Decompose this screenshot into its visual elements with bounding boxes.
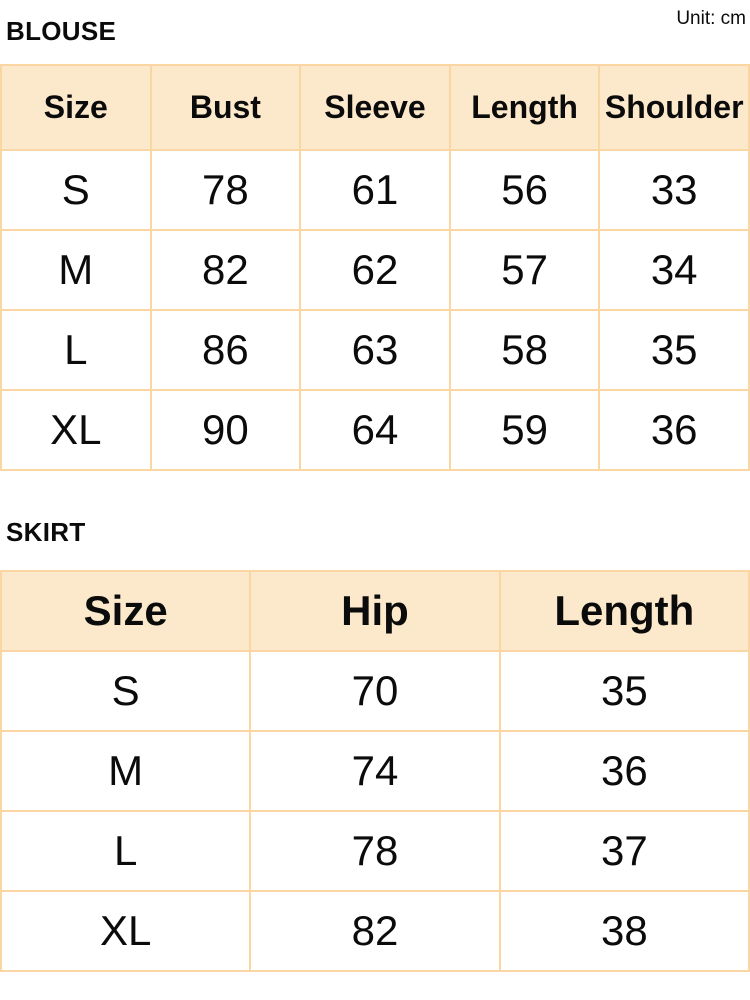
blouse-col-size: Size <box>0 64 152 151</box>
blouse-table-title: BLOUSE <box>6 16 117 46</box>
table-row: M 82 62 57 34 <box>0 229 750 311</box>
skirt-col-hip: Hip <box>249 570 501 652</box>
value-cell: 36 <box>498 730 750 812</box>
value-cell: 82 <box>249 890 501 972</box>
size-cell: XL <box>0 389 152 471</box>
value-cell: 61 <box>299 149 451 231</box>
value-cell: 57 <box>448 229 601 311</box>
table-row: XL 82 38 <box>0 890 750 972</box>
value-cell: 78 <box>249 810 501 892</box>
value-cell: 64 <box>299 389 451 471</box>
table-row: L 86 63 58 35 <box>0 309 750 391</box>
value-cell: 35 <box>498 650 750 732</box>
size-cell: S <box>0 149 152 231</box>
value-cell: 33 <box>598 149 750 231</box>
value-cell: 86 <box>149 309 302 391</box>
value-cell: 34 <box>598 229 750 311</box>
size-cell: L <box>0 309 152 391</box>
page-header: BLOUSE Unit: cm <box>0 0 750 47</box>
unit-label: Unit: cm <box>676 8 746 29</box>
table-row: S 70 35 <box>0 650 750 732</box>
value-cell: 36 <box>598 389 750 471</box>
blouse-col-length: Length <box>448 64 601 151</box>
size-cell: M <box>0 229 152 311</box>
value-cell: 82 <box>149 229 302 311</box>
blouse-col-shoulder: Shoulder <box>598 64 750 151</box>
table-row: XL 90 64 59 36 <box>0 389 750 471</box>
blouse-col-bust: Bust <box>149 64 302 151</box>
value-cell: 78 <box>149 149 302 231</box>
blouse-size-table: Size Bust Sleeve Length Shoulder S 78 61… <box>0 64 750 471</box>
table-row: L 78 37 <box>0 810 750 892</box>
table-row: S 78 61 56 33 <box>0 149 750 231</box>
size-cell: XL <box>0 890 252 972</box>
value-cell: 70 <box>249 650 501 732</box>
table-row: M 74 36 <box>0 730 750 812</box>
size-cell: L <box>0 810 252 892</box>
skirt-header-row: Size Hip Length <box>0 570 750 652</box>
value-cell: 74 <box>249 730 501 812</box>
skirt-col-size: Size <box>0 570 252 652</box>
skirt-size-table: Size Hip Length S 70 35 M 74 36 L 78 37 … <box>0 570 750 972</box>
value-cell: 59 <box>448 389 601 471</box>
value-cell: 35 <box>598 309 750 391</box>
value-cell: 37 <box>498 810 750 892</box>
value-cell: 56 <box>448 149 601 231</box>
value-cell: 58 <box>448 309 601 391</box>
size-cell: S <box>0 650 252 732</box>
skirt-table-title: SKIRT <box>6 517 86 547</box>
size-cell: M <box>0 730 252 812</box>
value-cell: 38 <box>498 890 750 972</box>
skirt-col-length: Length <box>498 570 750 652</box>
value-cell: 63 <box>299 309 451 391</box>
value-cell: 62 <box>299 229 451 311</box>
blouse-col-sleeve: Sleeve <box>299 64 451 151</box>
blouse-header-row: Size Bust Sleeve Length Shoulder <box>0 64 750 151</box>
value-cell: 90 <box>149 389 302 471</box>
